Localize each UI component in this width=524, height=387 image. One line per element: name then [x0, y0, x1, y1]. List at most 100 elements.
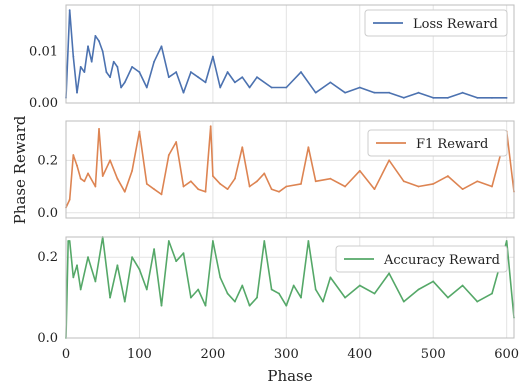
data-point	[72, 55, 75, 58]
data-point	[329, 177, 332, 180]
data-point	[447, 175, 449, 177]
data-point	[83, 180, 86, 183]
data-point	[68, 198, 71, 201]
panel-2: 0.0 0.2 F1 Reward	[37, 120, 515, 221]
panel-frame	[65, 236, 515, 339]
panel-frame	[65, 4, 515, 104]
data-point	[83, 71, 86, 73]
data-point	[241, 146, 244, 149]
data-point	[76, 164, 78, 167]
data-point	[175, 141, 178, 143]
data-point	[197, 76, 200, 79]
data-point	[182, 185, 185, 188]
data-point	[167, 240, 170, 242]
data-point	[461, 188, 464, 191]
legend: Accuracy Reward	[335, 245, 508, 273]
data-point	[204, 304, 207, 307]
data-point	[68, 240, 71, 242]
data-point	[358, 284, 361, 287]
data-point	[219, 183, 222, 185]
data-point	[329, 276, 332, 279]
data-point	[87, 256, 89, 259]
data-point	[505, 96, 508, 99]
data-point	[112, 60, 115, 63]
data-point	[226, 71, 229, 73]
data-point	[116, 264, 119, 267]
data-point	[234, 81, 236, 84]
data-point	[87, 45, 89, 48]
data-point	[270, 188, 273, 191]
data-point	[138, 130, 141, 133]
data-point	[182, 91, 185, 94]
data-point	[417, 288, 420, 291]
data-point	[402, 180, 405, 183]
data-point	[160, 193, 163, 196]
panel-3: 0.0 0.2 Accuracy Reward 0 100 200 300 400 500 600	[37, 236, 519, 362]
data-point	[285, 86, 288, 89]
data-point	[101, 50, 104, 53]
data-point	[300, 296, 302, 299]
data-point	[226, 292, 229, 295]
data-point	[123, 300, 126, 303]
legend-box	[335, 245, 508, 273]
y-tick-label: 0.01	[29, 44, 58, 59]
data-point	[476, 180, 479, 183]
data-point	[116, 65, 119, 68]
data-point	[79, 177, 82, 180]
data-point	[373, 91, 376, 94]
x-tick-label: 400	[347, 347, 372, 362]
data-point	[72, 276, 75, 279]
data-point	[329, 81, 332, 84]
data-point	[241, 76, 244, 79]
data-point	[388, 91, 391, 94]
data-point	[402, 96, 405, 99]
data-point	[123, 81, 126, 84]
data-point	[322, 300, 324, 303]
data-point	[94, 280, 97, 283]
data-point	[131, 256, 133, 259]
data-point	[505, 240, 508, 242]
data-point	[285, 304, 288, 307]
x-tick-label: 500	[421, 347, 446, 362]
data-point	[307, 240, 310, 242]
data-point	[447, 296, 449, 299]
data-point	[358, 169, 361, 172]
data-point	[72, 154, 75, 156]
data-point	[79, 65, 82, 68]
data-point	[256, 76, 258, 79]
data-point	[417, 91, 420, 94]
data-point	[175, 260, 178, 263]
data-point	[248, 86, 251, 89]
data-point	[153, 188, 156, 191]
data-point	[344, 185, 346, 188]
x-tick-label: 100	[127, 347, 152, 362]
y-axis-label: Phase Reward	[11, 115, 29, 224]
data-point	[270, 86, 273, 89]
legend-label: Accuracy Reward	[383, 253, 500, 268]
data-point	[76, 264, 78, 267]
x-tick-label: 200	[200, 347, 225, 362]
data-point	[388, 272, 391, 275]
data-point	[145, 183, 148, 185]
data-point	[211, 240, 214, 242]
data-point	[189, 296, 192, 299]
data-point	[270, 288, 273, 291]
data-point	[145, 288, 148, 291]
data-point	[123, 190, 126, 193]
data-point	[300, 183, 302, 185]
data-point	[432, 183, 435, 185]
x-tick-label: 300	[274, 347, 299, 362]
panels: 0.00 0.01 Loss Reward 0.0 0.2 F1 Reward 0.0 0.2…	[29, 4, 519, 362]
legend: F1 Reward	[367, 129, 508, 157]
legend-label: Loss Reward	[413, 17, 498, 32]
data-point	[138, 268, 141, 271]
data-point	[94, 185, 97, 188]
y-tick-label: 0.2	[37, 153, 58, 168]
data-point	[278, 292, 280, 295]
data-point	[197, 288, 200, 291]
data-point	[204, 81, 207, 84]
x-axis-label: Phase	[267, 367, 312, 385]
legend-label: F1 Reward	[416, 137, 488, 152]
data-point	[307, 146, 310, 149]
